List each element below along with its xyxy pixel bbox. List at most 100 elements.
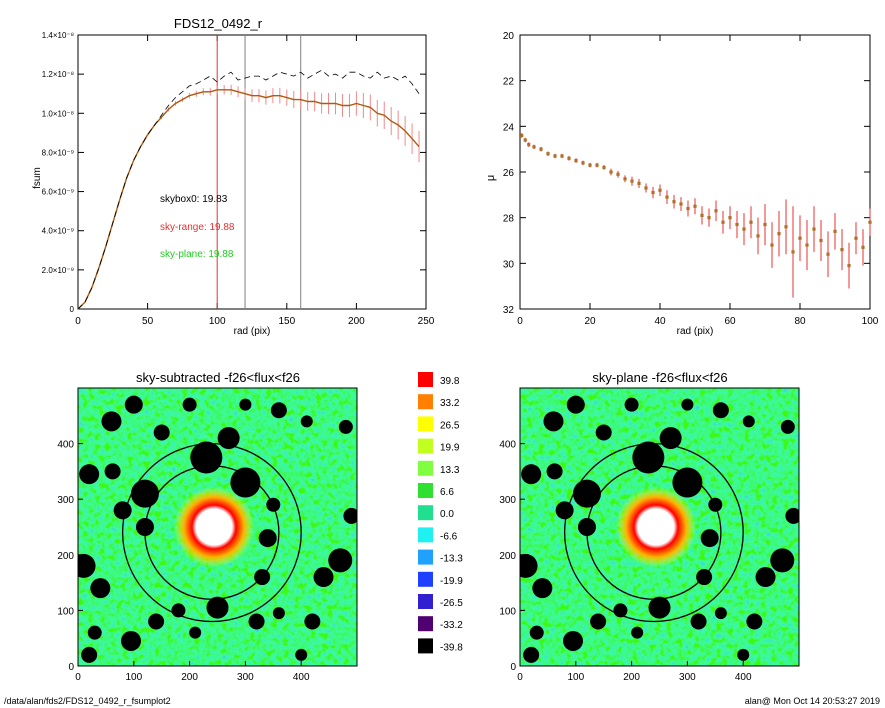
galaxy-core	[616, 487, 696, 567]
x-tick-label: 0	[517, 316, 523, 327]
chart-title: FDS12_0492_r	[174, 16, 263, 31]
data-point	[679, 202, 683, 206]
y-tick-label: 400	[499, 440, 516, 451]
masked-source	[555, 501, 574, 520]
data-point	[749, 220, 753, 224]
data-point	[581, 161, 585, 165]
data-point	[861, 245, 865, 249]
data-point	[546, 152, 550, 156]
colorbar-label: -39.8	[440, 642, 463, 653]
footer-stamp: alan@ Mon Oct 14 20:53:27 2019	[745, 696, 880, 706]
data-point	[847, 264, 851, 268]
data-point	[770, 243, 774, 247]
x-tick-label: 150	[278, 316, 295, 327]
masked-source	[631, 626, 644, 639]
masked-source	[343, 507, 357, 524]
data-point	[560, 154, 564, 158]
y-axis-label: μ	[485, 175, 497, 181]
data-point	[651, 190, 655, 195]
plot-frame	[77, 34, 427, 310]
colorbar-swatch	[418, 372, 433, 387]
data-point	[700, 213, 704, 217]
aperture-ellipse	[586, 465, 722, 600]
x-tick-label: 200	[348, 316, 365, 327]
data-point	[812, 227, 816, 231]
colorbar-label: 0.0	[440, 509, 454, 520]
colorbar-label: 39.8	[440, 376, 460, 387]
data-point	[833, 229, 837, 233]
masked-source	[101, 411, 122, 432]
masked-source	[182, 397, 197, 412]
masked-source	[90, 578, 111, 599]
plot-frame	[519, 34, 871, 310]
masked-source	[153, 424, 170, 441]
data-point	[826, 252, 830, 256]
data-point	[819, 238, 823, 243]
chart-mu: 0 20 40 60 80 100 20 22 24 26 28 30 32 μ rad (pix)	[485, 31, 879, 337]
masked-source	[712, 402, 729, 419]
y-tick-label: 100	[499, 606, 516, 617]
data-point	[791, 250, 795, 254]
masked-source	[270, 402, 287, 419]
series-line-dashed	[77, 69, 420, 310]
y-axis-label: fsum	[32, 167, 43, 189]
colorbar-swatch	[418, 394, 433, 410]
y-tick-label: 300	[499, 495, 516, 506]
masked-source	[248, 613, 265, 630]
masked-source	[328, 548, 353, 573]
masked-source	[295, 648, 308, 661]
masked-source	[737, 648, 750, 661]
x-tick-label: 300	[679, 672, 696, 683]
masked-source	[681, 398, 694, 411]
colorbar-label: 13.3	[440, 465, 460, 476]
masked-source	[572, 479, 601, 508]
data-point	[868, 220, 872, 224]
masked-source	[87, 625, 102, 640]
masked-source	[304, 613, 321, 630]
series-line	[77, 89, 420, 310]
y-tick-label: 28	[503, 214, 515, 225]
masked-source	[690, 613, 707, 630]
y-tick-label: 24	[503, 122, 515, 133]
y-tick-label: 1.4×10⁻⁸	[42, 31, 74, 40]
data-point	[616, 172, 620, 176]
masked-source	[79, 464, 100, 485]
masked-source	[272, 607, 285, 620]
data-point	[714, 209, 718, 213]
colorbar-swatch	[418, 505, 433, 521]
masked-source	[104, 463, 121, 480]
data-point	[784, 225, 788, 229]
data-point	[672, 200, 676, 204]
image-title: sky-subtracted -f26<flux<f26	[136, 370, 300, 385]
data-point	[665, 195, 669, 199]
colorbar-swatch	[418, 527, 433, 543]
data-point	[686, 206, 690, 211]
x-tick-label: 300	[237, 672, 254, 683]
colorbar-swatch	[418, 438, 433, 454]
image-sky-plane: sky-plane -f26<flux<f26 0 100 200 300 400 0 10…	[499, 370, 800, 683]
colorbar-swatch	[418, 571, 433, 587]
colorbar-swatch	[418, 416, 433, 432]
annotation-sky-range: sky-range: 19.88	[160, 222, 235, 233]
x-tick-label: 60	[724, 316, 736, 327]
data-point	[637, 181, 641, 186]
colorbar-label: -6.6	[440, 531, 458, 542]
colorbar-label: -19.9	[440, 576, 463, 587]
y-tick-label: 8.0×10⁻⁹	[42, 148, 74, 157]
colorbar-swatch	[418, 460, 433, 476]
masked-source	[230, 467, 261, 498]
masked-source	[659, 427, 682, 450]
y-tick-label: 20	[503, 31, 515, 42]
y-tick-label: 4.0×10⁻⁹	[42, 227, 74, 236]
masked-source	[746, 613, 763, 630]
image-title: sky-plane -f26<flux<f26	[592, 370, 727, 385]
colorbar-label: 33.2	[440, 398, 460, 409]
data-point	[532, 145, 536, 149]
masked-source	[206, 596, 229, 619]
masked-source	[624, 397, 639, 412]
colorbar-swatch	[418, 483, 433, 498]
x-tick-label: 80	[794, 316, 806, 327]
masked-source	[566, 395, 585, 414]
masked-source	[700, 529, 719, 548]
